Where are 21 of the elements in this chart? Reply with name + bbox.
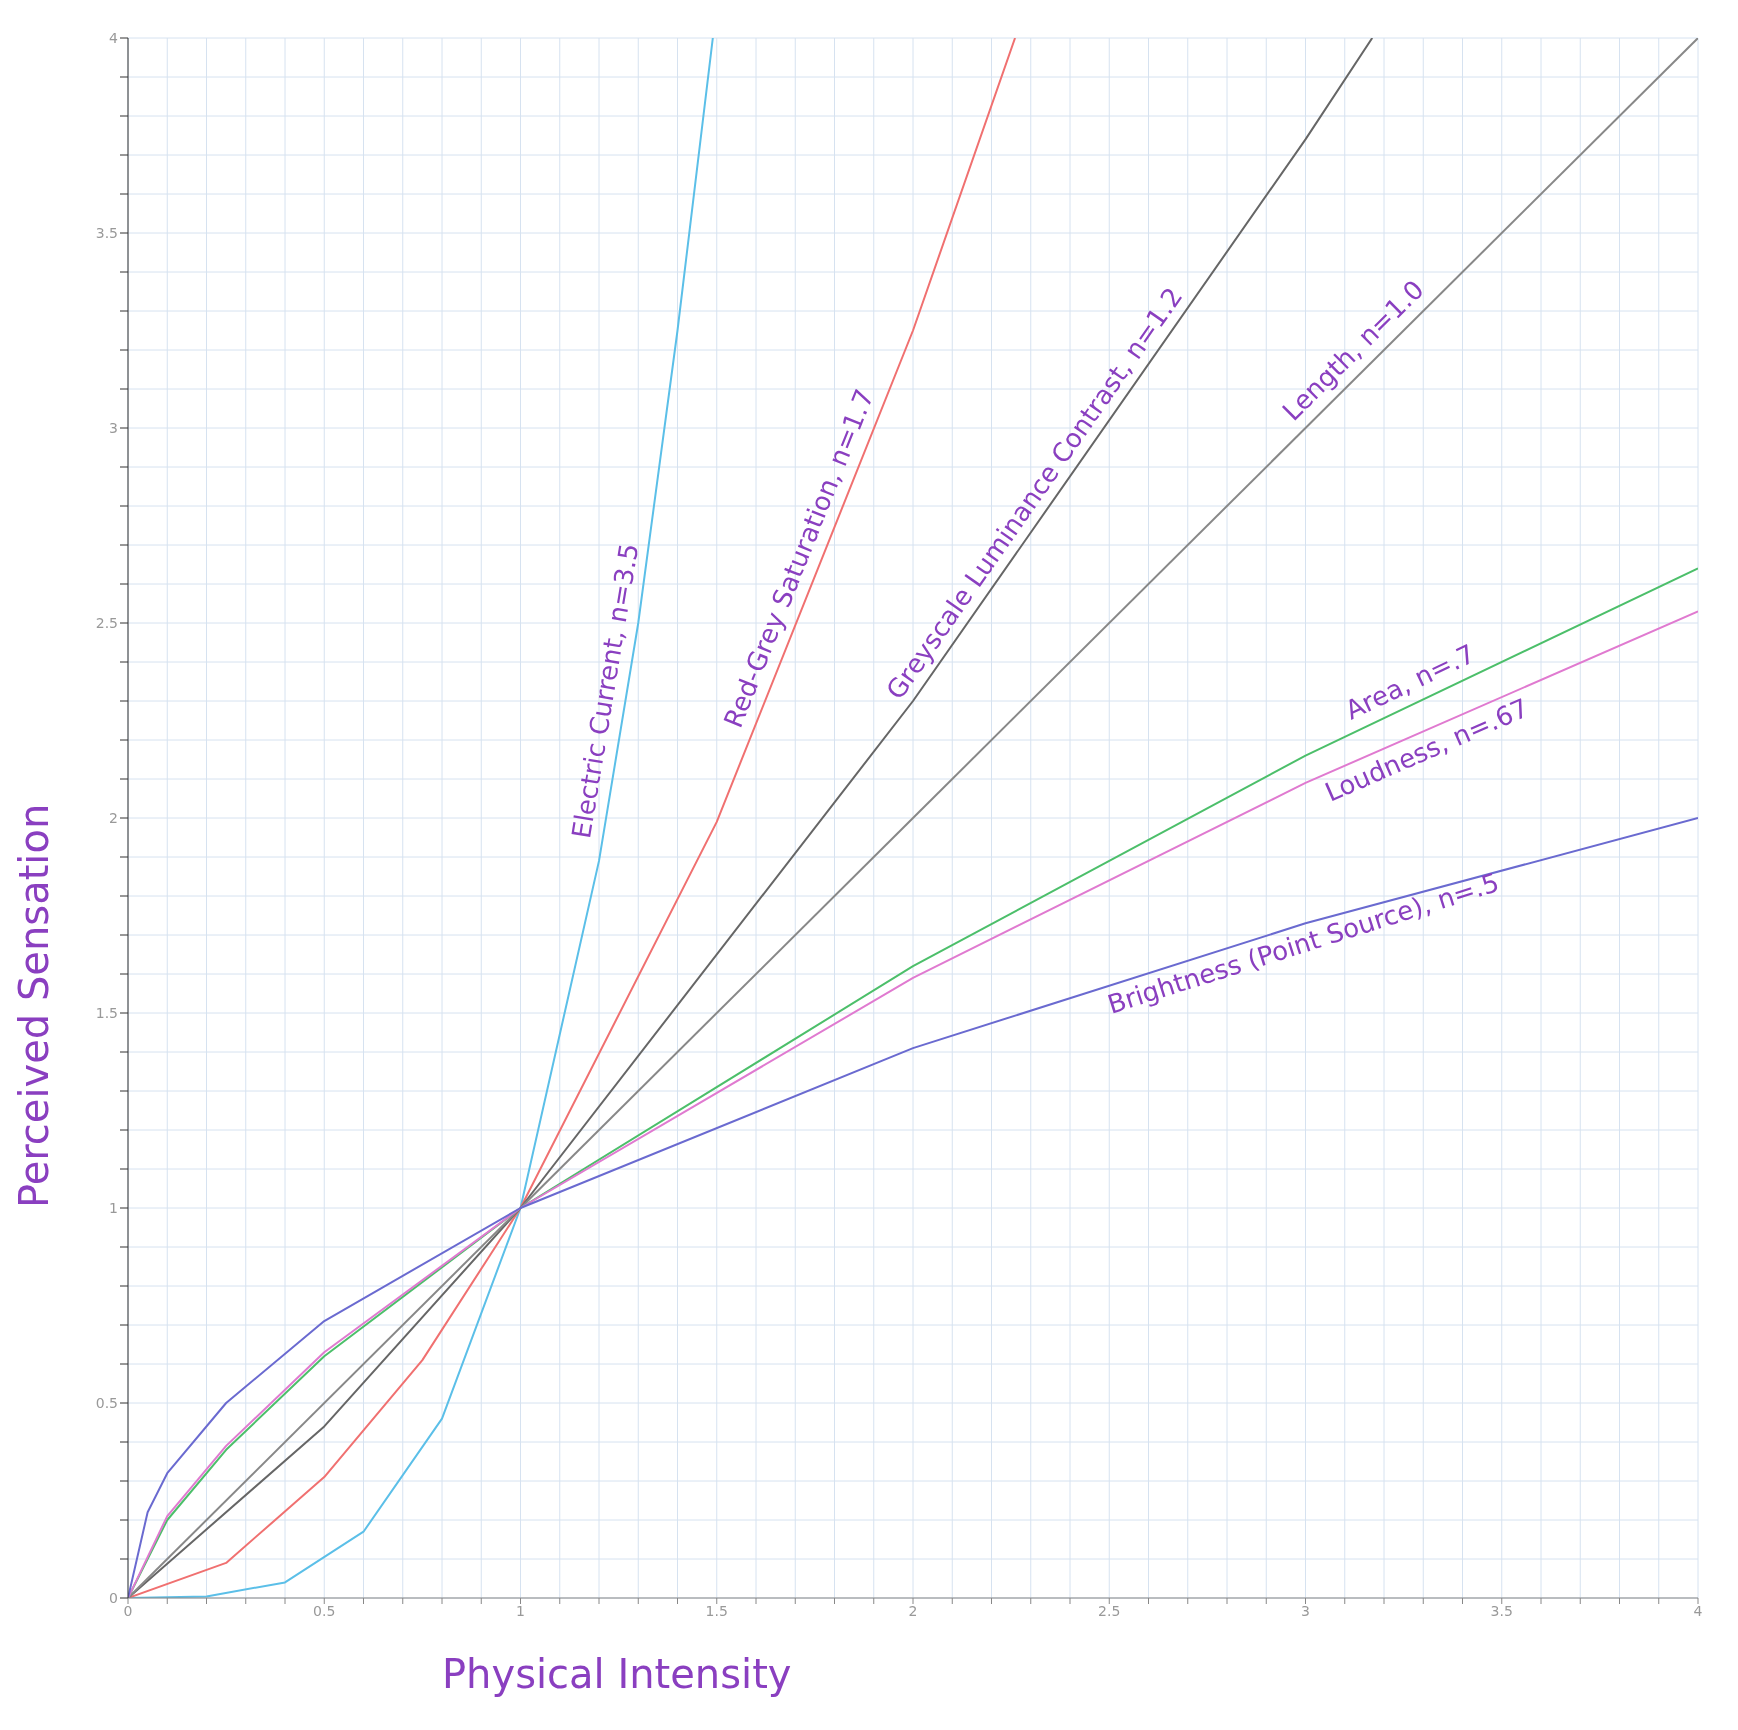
y-tick-label: 3 [109,419,118,436]
x-axis-title: Physical Intensity [442,1651,792,1697]
x-tick-label: 1.5 [705,1602,728,1619]
y-tick-label: 1.5 [95,1004,118,1021]
x-tick-label: 3 [1301,1602,1310,1619]
x-tick-label: 0 [123,1602,133,1619]
x-tick-label: 4 [1693,1602,1703,1619]
x-tick-label: 3.5 [1490,1602,1513,1619]
y-tick-label: 2 [109,809,118,826]
x-tick-label: 2.5 [1098,1602,1121,1619]
x-tick-label: 2 [908,1602,918,1619]
y-axis-title: Perceived Sensation [11,803,57,1208]
x-tick-label: 0.5 [313,1602,336,1619]
y-tick-label: 0.5 [95,1394,118,1411]
y-tick-label: 0 [109,1589,118,1606]
y-tick-label: 2.5 [95,614,118,631]
text: Electric Current, n=3.5 [566,541,645,841]
x-tick-label: 1 [516,1602,525,1619]
y-tick-label: 4 [109,29,119,46]
y-tick-label: 1 [109,1199,118,1216]
y-tick-label: 3.5 [95,224,118,241]
